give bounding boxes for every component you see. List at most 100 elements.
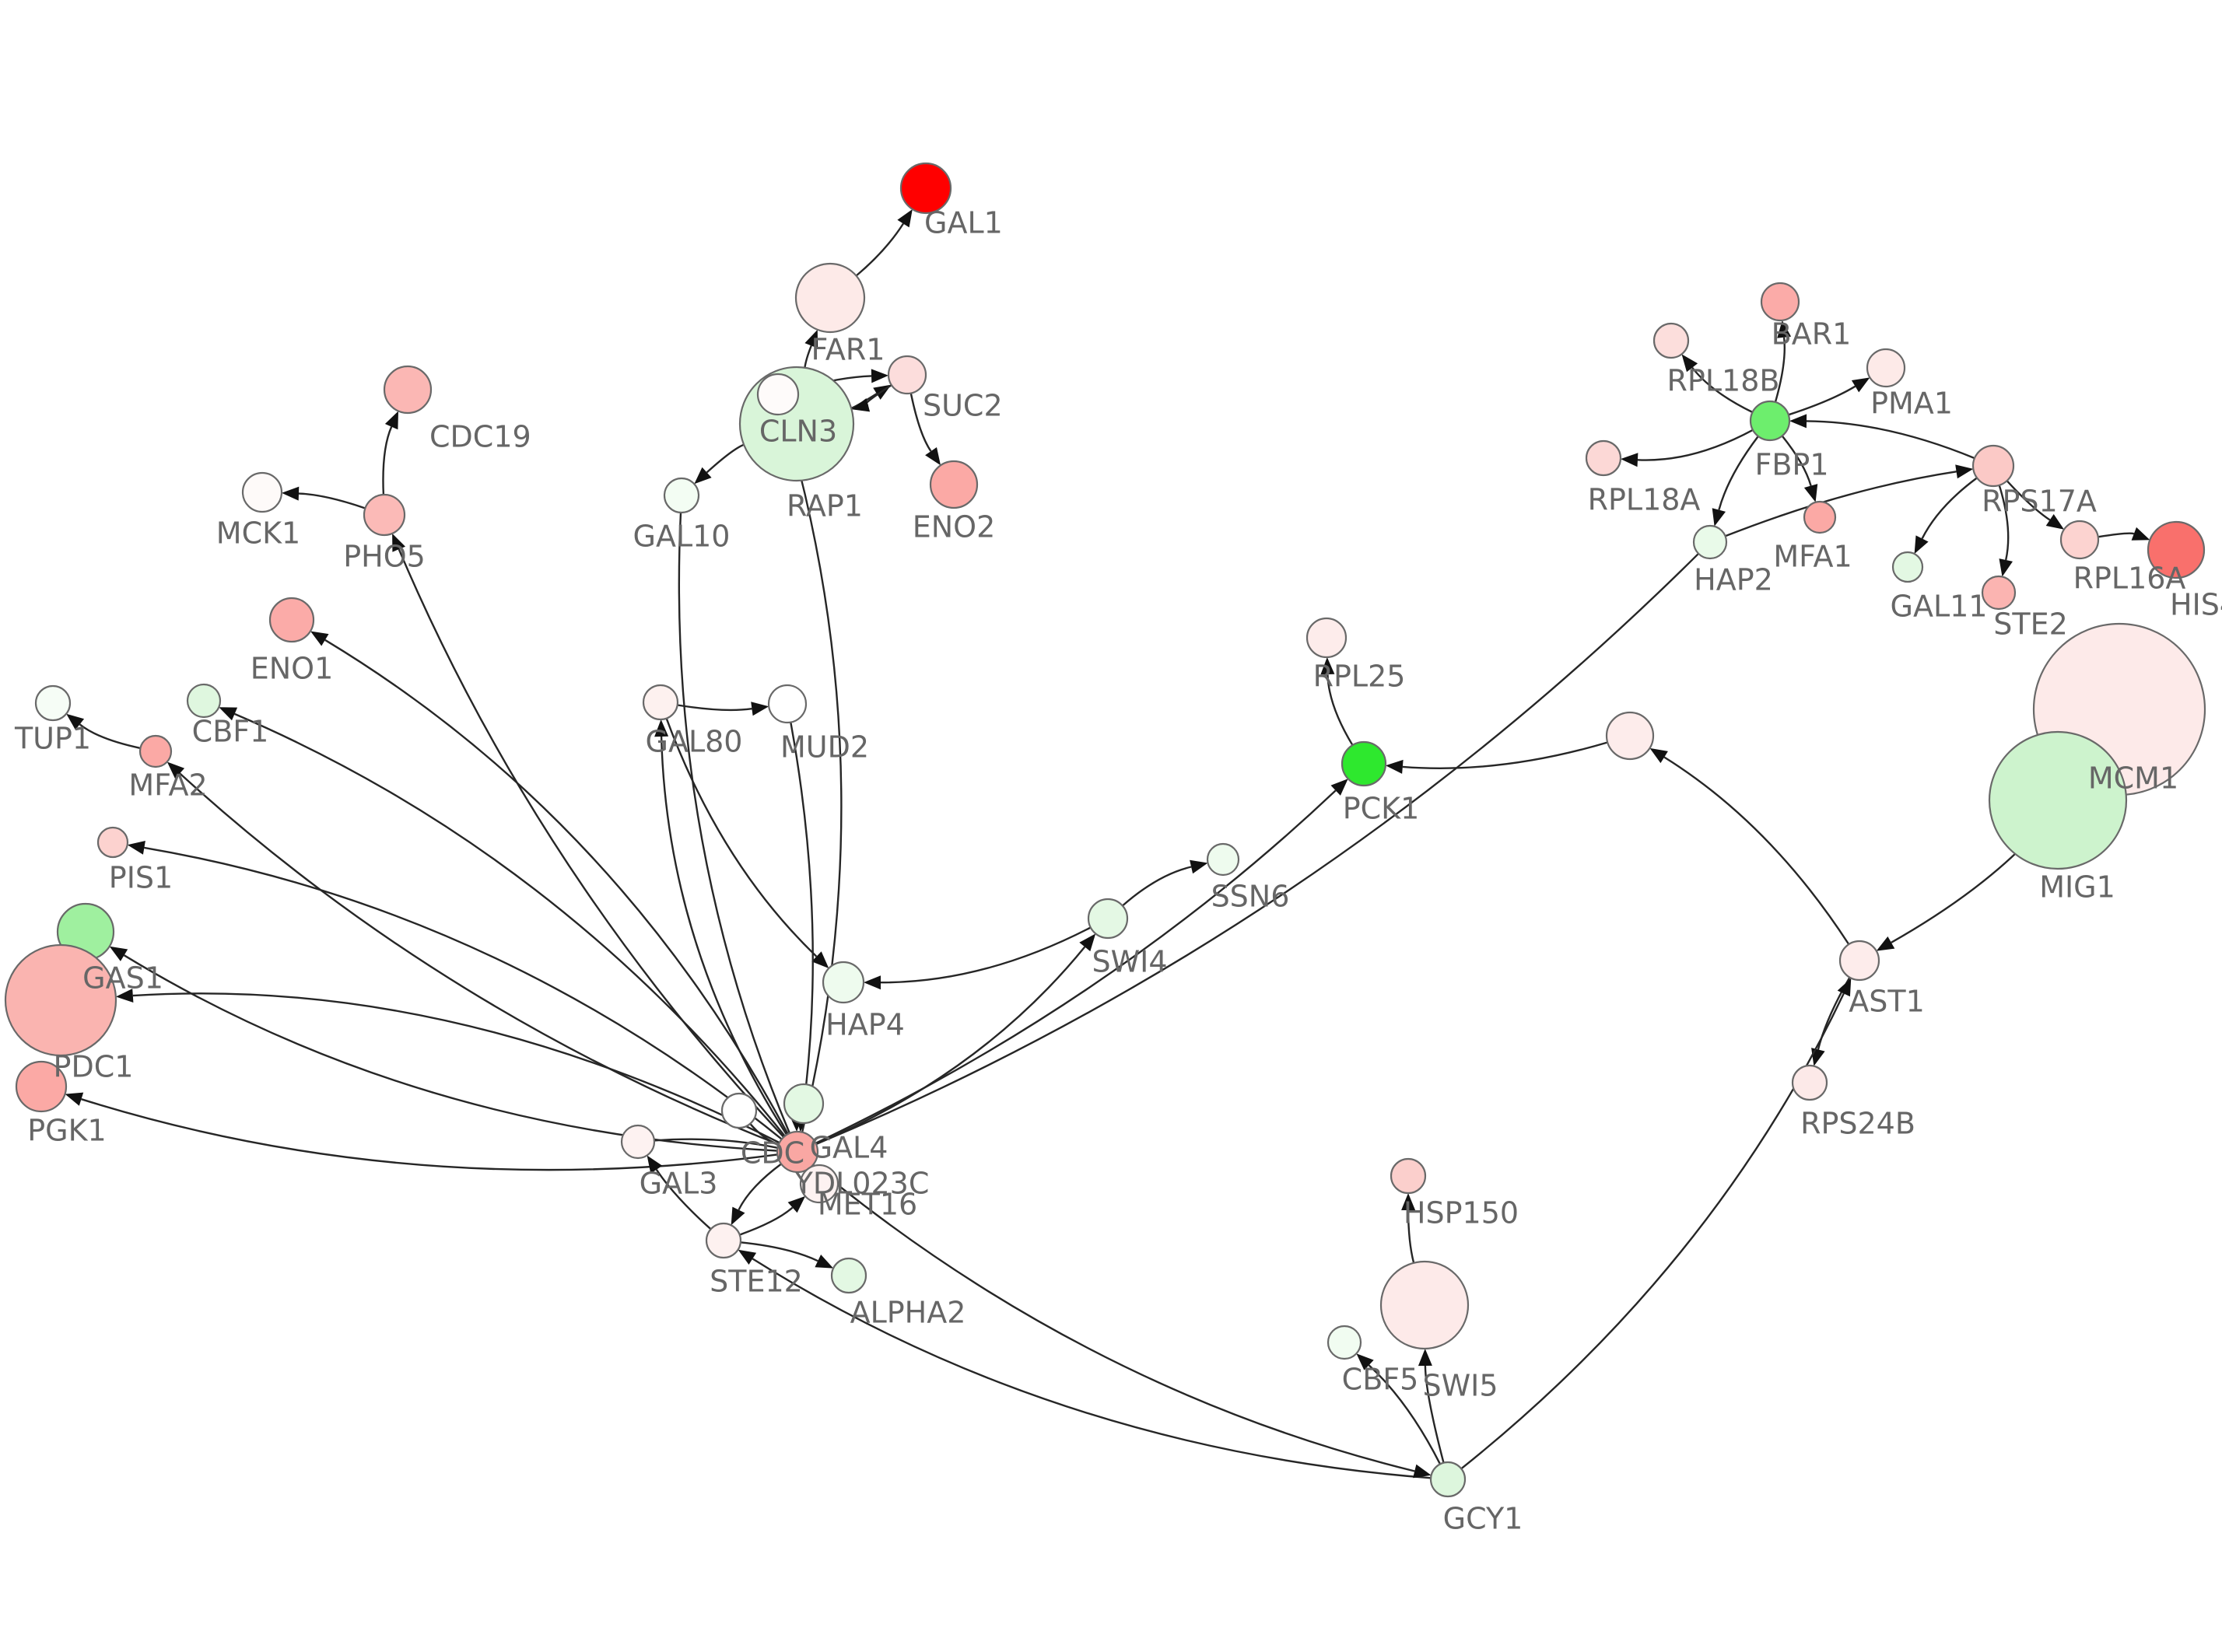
node-hap4[interactable]	[822, 961, 865, 1004]
node-ydl023c[interactable]	[799, 1164, 839, 1204]
node-label-ste12: STE12	[710, 1265, 803, 1299]
arrowhead-rps17a-to-fbp1	[1789, 414, 1807, 429]
node-cbf1[interactable]	[186, 683, 222, 719]
node-pdc1[interactable]	[4, 943, 117, 1057]
node-met16[interactable]	[783, 1083, 825, 1125]
node-label-cdc19: CDC19	[429, 420, 531, 454]
node-label-bar1: BAR1	[1772, 317, 1852, 352]
edge-rap1-to-gal4	[783, 413, 843, 1132]
node-bar1[interactable]	[1760, 282, 1800, 322]
edge-rps17a-to-gal11	[1921, 477, 1978, 539]
node-hsp150[interactable]	[1390, 1157, 1427, 1195]
node-gal4[interactable]	[776, 1130, 819, 1174]
node-label-ydl023c: YDL023C	[794, 1167, 930, 1201]
node-gal1[interactable]	[899, 162, 952, 215]
node-pgk1[interactable]	[15, 1060, 68, 1113]
arrowhead-gal4-to-mfa2	[166, 761, 185, 779]
node-label-mud2: MUD2	[780, 730, 869, 765]
node-rps24b[interactable]	[1791, 1064, 1828, 1101]
edge-cdc-to-gal4	[749, 1123, 780, 1146]
node-suc2[interactable]	[887, 355, 927, 395]
node-rap1[interactable]	[756, 373, 800, 416]
node-label-gal11: GAL11	[1891, 590, 1988, 624]
edge-gcy1-to-swi5	[1424, 1365, 1445, 1464]
node-fbp1[interactable]	[1749, 400, 1791, 442]
arrowhead-ste12-to-ydl023c	[787, 1195, 806, 1213]
arrowhead-ste12-to-alpha2	[815, 1255, 834, 1269]
edge-gcy1-to-ast1	[1460, 992, 1845, 1470]
node-label-pho5: PHO5	[343, 540, 426, 574]
arrowhead-rps17a-to-ste2	[1999, 558, 2013, 577]
node-eno2[interactable]	[929, 460, 979, 509]
edge-ste12-to-gal3	[655, 1169, 712, 1230]
edge-ast1_up-to-pck1	[1402, 741, 1608, 769]
node-cbf5[interactable]	[1327, 1325, 1362, 1360]
node-rpl25[interactable]	[1306, 617, 1348, 659]
node-pis1[interactable]	[96, 826, 129, 859]
edge-rps17a-to-rpl16a	[2006, 480, 2051, 521]
arrowhead-mcm1-to-ast1	[1876, 936, 1895, 951]
node-label-gal80: GAL80	[646, 725, 743, 759]
arrowhead-fbp1-to-hap2	[1712, 508, 1726, 527]
edge-rps17a-to-ste2	[1998, 485, 2010, 561]
node-mfa1[interactable]	[1803, 500, 1837, 534]
node-label-gal10: GAL10	[633, 520, 731, 554]
arrowhead-fbp1-to-rpl18b	[1681, 354, 1698, 373]
node-ast1[interactable]	[1838, 940, 1880, 982]
node-ast1_up[interactable]	[1605, 711, 1655, 761]
node-cdc19[interactable]	[383, 365, 433, 415]
node-label-far1: FAR1	[811, 333, 885, 367]
node-eno1[interactable]	[268, 597, 315, 643]
arrowhead-gal4-to-pdc1	[115, 989, 134, 1003]
node-pma1[interactable]	[1866, 348, 1906, 388]
node-gal80[interactable]	[642, 684, 679, 721]
node-rpl18b[interactable]	[1652, 322, 1690, 359]
arrowhead-gal4-to-swi4	[1079, 933, 1096, 952]
node-far1[interactable]	[794, 262, 866, 334]
arrowhead-gal4-to-pck1	[1330, 779, 1348, 796]
edge-pck1-to-rpl25	[1327, 674, 1354, 746]
node-hap2[interactable]	[1692, 524, 1728, 560]
node-mud2[interactable]	[767, 684, 808, 724]
node-mfa2[interactable]	[138, 734, 173, 768]
node-his4[interactable]	[2147, 520, 2206, 579]
node-cdc[interactable]	[720, 1092, 758, 1129]
node-gal10[interactable]	[663, 477, 700, 514]
arrowhead-gal4-to-pho5	[392, 533, 405, 552]
edge-suc2-to-eno2	[909, 393, 932, 452]
arrowhead-ste12-to-gal3	[647, 1155, 663, 1174]
node-label-pis1: PIS1	[109, 861, 173, 895]
edge-ste12-to-alpha2	[740, 1241, 818, 1262]
node-rps17a[interactable]	[1971, 444, 2015, 488]
node-rpl18a[interactable]	[1585, 439, 1622, 477]
node-pck1[interactable]	[1341, 740, 1387, 787]
node-swi4[interactable]	[1087, 898, 1129, 940]
arrowhead-gal4-to-pgk1	[65, 1092, 84, 1106]
node-label-ste2: STE2	[1993, 607, 2068, 642]
node-label-mfa2: MFA2	[128, 768, 207, 803]
node-tup1[interactable]	[34, 684, 72, 722]
node-gal11[interactable]	[1891, 551, 1924, 583]
edge-pho5-to-cdc19	[382, 426, 393, 495]
arrowhead-pho5-to-cdc19	[384, 411, 398, 430]
node-ste12[interactable]	[705, 1222, 742, 1259]
edge-fbp1-to-hap2	[1718, 436, 1759, 510]
node-mig1[interactable]	[1988, 730, 2128, 870]
node-gcy1[interactable]	[1429, 1461, 1467, 1498]
node-alpha2[interactable]	[830, 1257, 867, 1294]
node-gal3[interactable]	[620, 1124, 656, 1160]
node-swi5[interactable]	[1379, 1260, 1470, 1350]
node-ste2[interactable]	[1981, 575, 2017, 611]
edge-far1-to-gal1	[855, 222, 905, 277]
nodes-layer	[4, 162, 2206, 1498]
arrowhead-fbp1-to-bar1	[1777, 320, 1792, 338]
node-mck1[interactable]	[241, 471, 283, 513]
node-label-mcm1: MCM1	[2088, 761, 2178, 796]
node-rpl16a[interactable]	[2059, 520, 2100, 560]
node-label-pdc1: PDC1	[54, 1050, 134, 1084]
node-pho5[interactable]	[363, 493, 406, 537]
node-ssn6[interactable]	[1206, 842, 1240, 877]
arrowhead-mfa2-to-tup1	[66, 713, 85, 730]
edge-rpl16a-to-his4	[2098, 532, 2135, 538]
